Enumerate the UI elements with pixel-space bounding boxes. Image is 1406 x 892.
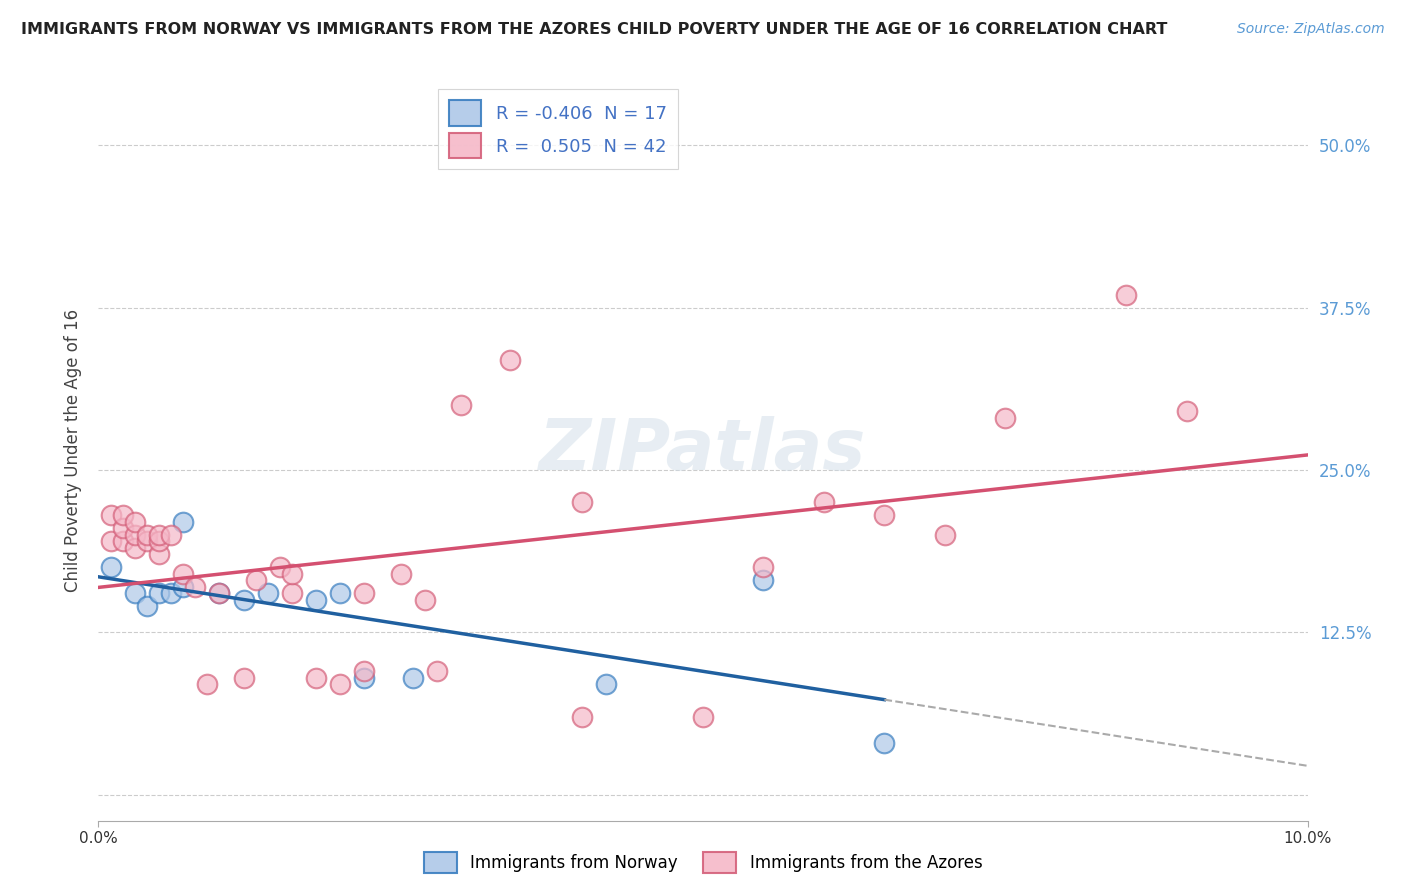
Point <box>1115 287 1137 301</box>
Point <box>160 586 183 600</box>
Point <box>353 671 375 685</box>
Point <box>148 534 170 549</box>
Point <box>498 352 520 367</box>
Point <box>571 495 593 509</box>
Point <box>100 508 122 523</box>
Point <box>305 592 328 607</box>
Point <box>1175 404 1198 418</box>
Point <box>752 560 775 574</box>
Point <box>172 515 194 529</box>
Point <box>172 580 194 594</box>
Point <box>148 528 170 542</box>
Point <box>595 677 617 691</box>
Point <box>124 586 146 600</box>
Point <box>281 586 304 600</box>
Point <box>100 534 122 549</box>
Point <box>135 599 157 614</box>
Point <box>353 665 375 679</box>
Point <box>752 574 775 588</box>
Point <box>450 398 472 412</box>
Point <box>245 574 267 588</box>
Point <box>124 528 146 542</box>
Point <box>135 534 157 549</box>
Point <box>813 495 835 509</box>
Point <box>426 665 449 679</box>
Text: Source: ZipAtlas.com: Source: ZipAtlas.com <box>1237 22 1385 37</box>
Point <box>172 566 194 581</box>
Point <box>148 547 170 561</box>
Legend: R = -0.406  N = 17, R =  0.505  N = 42: R = -0.406 N = 17, R = 0.505 N = 42 <box>439 89 678 169</box>
Point <box>100 560 122 574</box>
Point <box>195 677 218 691</box>
Point <box>256 586 278 600</box>
Point <box>111 521 134 535</box>
Point <box>329 677 352 691</box>
Point <box>208 586 231 600</box>
Point <box>873 508 896 523</box>
Text: IMMIGRANTS FROM NORWAY VS IMMIGRANTS FROM THE AZORES CHILD POVERTY UNDER THE AGE: IMMIGRANTS FROM NORWAY VS IMMIGRANTS FRO… <box>21 22 1167 37</box>
Point <box>934 528 956 542</box>
Point <box>571 710 593 724</box>
Point <box>402 671 425 685</box>
Text: ZIPatlas: ZIPatlas <box>540 416 866 485</box>
Point <box>389 566 412 581</box>
Point <box>208 586 231 600</box>
Point <box>281 566 304 581</box>
Point <box>413 592 436 607</box>
Point <box>269 560 291 574</box>
Point <box>232 671 254 685</box>
Point <box>124 541 146 555</box>
Y-axis label: Child Poverty Under the Age of 16: Child Poverty Under the Age of 16 <box>63 309 82 592</box>
Legend: Immigrants from Norway, Immigrants from the Azores: Immigrants from Norway, Immigrants from … <box>418 846 988 880</box>
Point <box>160 528 183 542</box>
Point <box>329 586 352 600</box>
Point <box>305 671 328 685</box>
Point <box>111 508 134 523</box>
Point <box>232 592 254 607</box>
Point <box>148 586 170 600</box>
Point <box>994 411 1017 425</box>
Point <box>692 710 714 724</box>
Point <box>353 586 375 600</box>
Point <box>184 580 207 594</box>
Point <box>873 736 896 750</box>
Point <box>111 534 134 549</box>
Point <box>135 528 157 542</box>
Point <box>124 515 146 529</box>
